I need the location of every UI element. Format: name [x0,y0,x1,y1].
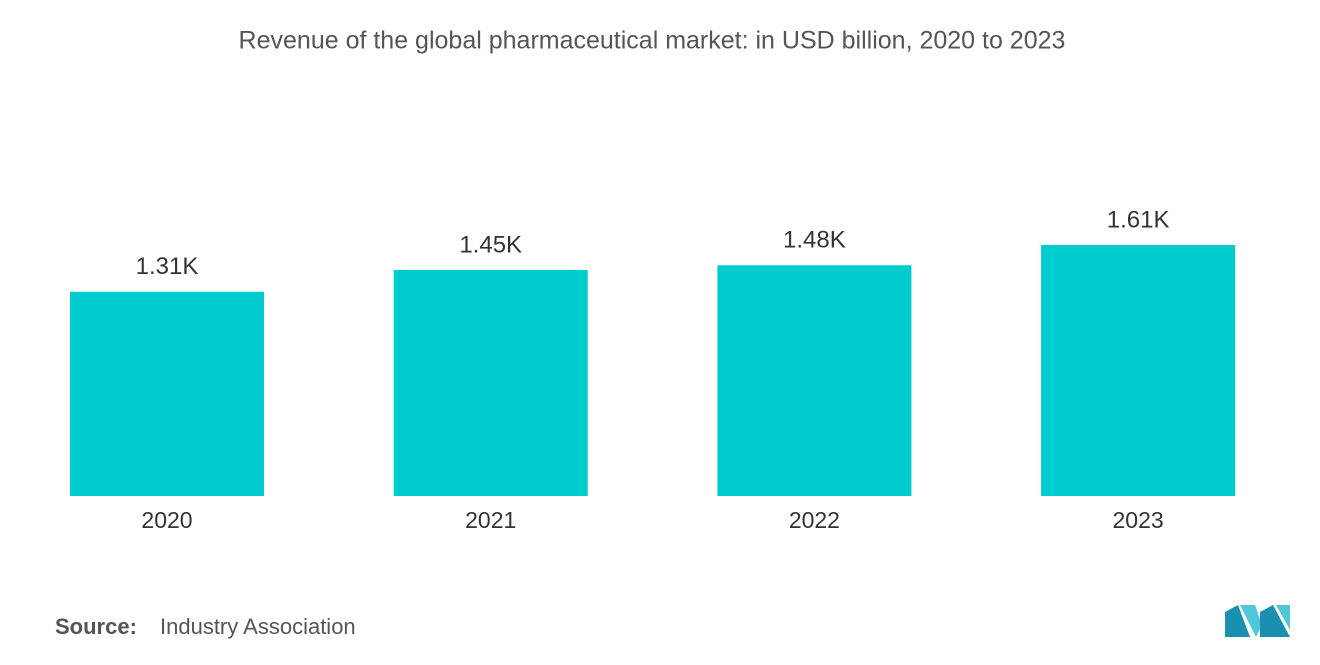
source: Industry Association [160,614,356,639]
bar [393,269,588,496]
x-tick-label: 2023 [1113,507,1164,533]
bar [717,265,912,496]
value-label: 1.61K [1107,206,1170,233]
chart-title: Revenue of the global pharmaceutical mar… [239,27,1066,55]
source-label: Source: [55,614,137,639]
logo-shape [1260,605,1290,637]
logo-shape [1240,605,1262,637]
logo [1225,605,1290,637]
x-tick-label: 2021 [465,507,516,533]
value-label: 1.45K [459,231,522,258]
x-tick-label: 2020 [141,507,192,533]
bar [1041,245,1236,496]
logo-shape [1276,605,1290,630]
logo-shape [1225,605,1250,637]
value-label: 1.31K [136,253,199,280]
x-tick-label: 2022 [789,507,840,533]
value-label: 1.48K [783,227,846,254]
bar [70,291,264,496]
